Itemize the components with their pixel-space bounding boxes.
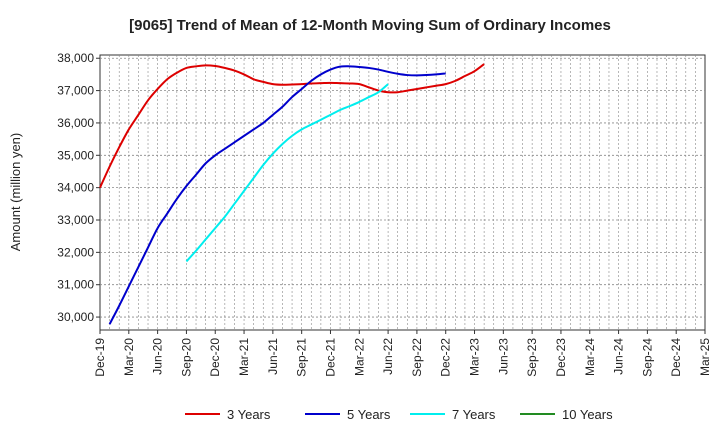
x-tick-label: Sep-21 bbox=[295, 338, 309, 377]
x-tick-label: Mar-24 bbox=[583, 338, 597, 376]
y-tick-label: 33,000 bbox=[57, 213, 94, 227]
x-tick-label: Mar-25 bbox=[698, 338, 712, 376]
x-tick-label: Jun-24 bbox=[612, 338, 626, 375]
legend-label: 3 Years bbox=[227, 407, 271, 422]
x-tick-label: Jun-23 bbox=[496, 338, 510, 375]
x-tick-label: Mar-20 bbox=[122, 338, 136, 376]
legend-label: 5 Years bbox=[347, 407, 391, 422]
x-tick-label: Dec-22 bbox=[439, 338, 453, 377]
y-tick-label: 34,000 bbox=[57, 181, 94, 195]
x-tick-label: Dec-24 bbox=[669, 338, 683, 377]
y-tick-label: 32,000 bbox=[57, 245, 94, 259]
y-axis: 30,000 31,000 32,000 33,000 34,000 35,000 36,0… bbox=[57, 51, 100, 324]
x-tick-label: Jun-22 bbox=[381, 338, 395, 375]
y-tick-label: 31,000 bbox=[57, 278, 94, 292]
x-tick-label: Jun-21 bbox=[266, 338, 280, 375]
x-tick-label: Sep-22 bbox=[410, 338, 424, 377]
x-tick-label: Dec-19 bbox=[93, 338, 107, 377]
x-tick-label: Dec-23 bbox=[554, 338, 568, 377]
plot-area bbox=[99, 54, 706, 331]
y-tick-label: 37,000 bbox=[57, 84, 94, 98]
series-line-3-years bbox=[99, 63, 485, 189]
y-axis-label: Amount (million yen) bbox=[8, 133, 23, 252]
series-line-7-years bbox=[185, 83, 389, 263]
y-tick-label: 35,000 bbox=[57, 148, 94, 162]
x-tick-label: Sep-23 bbox=[525, 338, 539, 377]
y-tick-label: 30,000 bbox=[57, 310, 94, 324]
x-axis: Dec-19 Mar-20 Jun-20 Sep-20 Dec-20 Mar-21 Jun-… bbox=[93, 330, 712, 377]
legend-label: 10 Years bbox=[562, 407, 613, 422]
x-tick-label: Mar-21 bbox=[237, 338, 251, 376]
series-line-5-years bbox=[108, 65, 446, 325]
grid-lines bbox=[100, 55, 705, 330]
series-lines bbox=[99, 63, 485, 325]
x-tick-label: Mar-23 bbox=[468, 338, 482, 376]
legend: 3 Years 5 Years 7 Years 10 Years bbox=[185, 407, 613, 422]
x-tick-label: Jun-20 bbox=[151, 338, 165, 375]
x-tick-label: Sep-24 bbox=[640, 338, 654, 377]
x-tick-label: Dec-21 bbox=[323, 338, 337, 377]
legend-label: 7 Years bbox=[452, 407, 496, 422]
x-tick-label: Dec-20 bbox=[208, 338, 222, 377]
y-tick-label: 36,000 bbox=[57, 116, 94, 130]
y-tick-label: 38,000 bbox=[57, 51, 94, 65]
x-tick-label: Sep-20 bbox=[179, 338, 193, 377]
x-tick-label: Mar-22 bbox=[352, 338, 366, 376]
chart-title: [9065] Trend of Mean of 12-Month Moving … bbox=[129, 17, 611, 34]
